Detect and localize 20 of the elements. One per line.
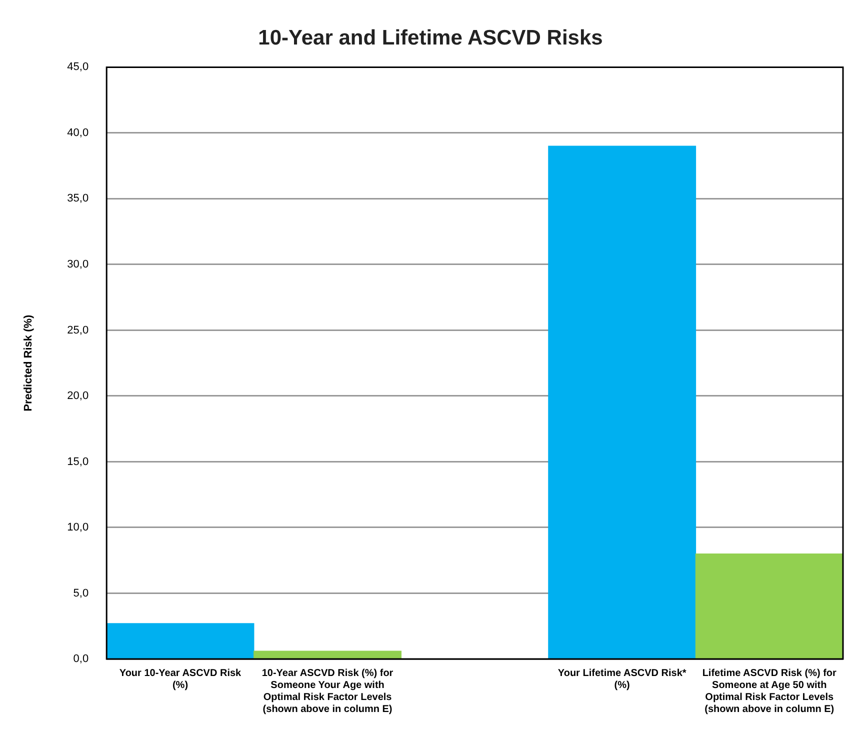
y-tick-label: 45,0 — [67, 61, 89, 74]
y-tick-label: 5,0 — [73, 587, 89, 600]
bar — [106, 623, 254, 659]
bar — [548, 146, 696, 659]
x-tick-label: Lifetime ASCVD Risk (%) for Someone at Age 50 with Optimal Risk Factor Levels (shown above in column E) — [702, 668, 837, 715]
bar — [254, 650, 402, 659]
x-tick-label: 10-Year ASCVD Risk (%) for Someone Your Age with Optimal Risk Factor Levels (shown above in column E) — [262, 668, 394, 715]
chart-title: 10-Year and Lifetime ASCVD Risks — [258, 26, 603, 50]
y-tick-label: 40,0 — [67, 126, 89, 139]
bar — [695, 553, 843, 659]
y-tick-label: 25,0 — [67, 324, 89, 336]
x-tick-label: Your Lifetime ASCVD Risk* (%) — [558, 668, 686, 691]
y-tick-label: 35,0 — [67, 192, 89, 205]
y-axis-title: Predicted Risk (%) — [22, 314, 35, 412]
y-tick-label: 30,0 — [67, 258, 89, 270]
x-tick-label: Your 10-Year ASCVD Risk (%) — [119, 668, 242, 691]
y-tick-label: 0,0 — [73, 653, 89, 666]
y-tick-label: 20,0 — [67, 390, 89, 402]
y-tick-label: 15,0 — [67, 456, 89, 468]
y-tick-label: 10,0 — [67, 522, 89, 534]
